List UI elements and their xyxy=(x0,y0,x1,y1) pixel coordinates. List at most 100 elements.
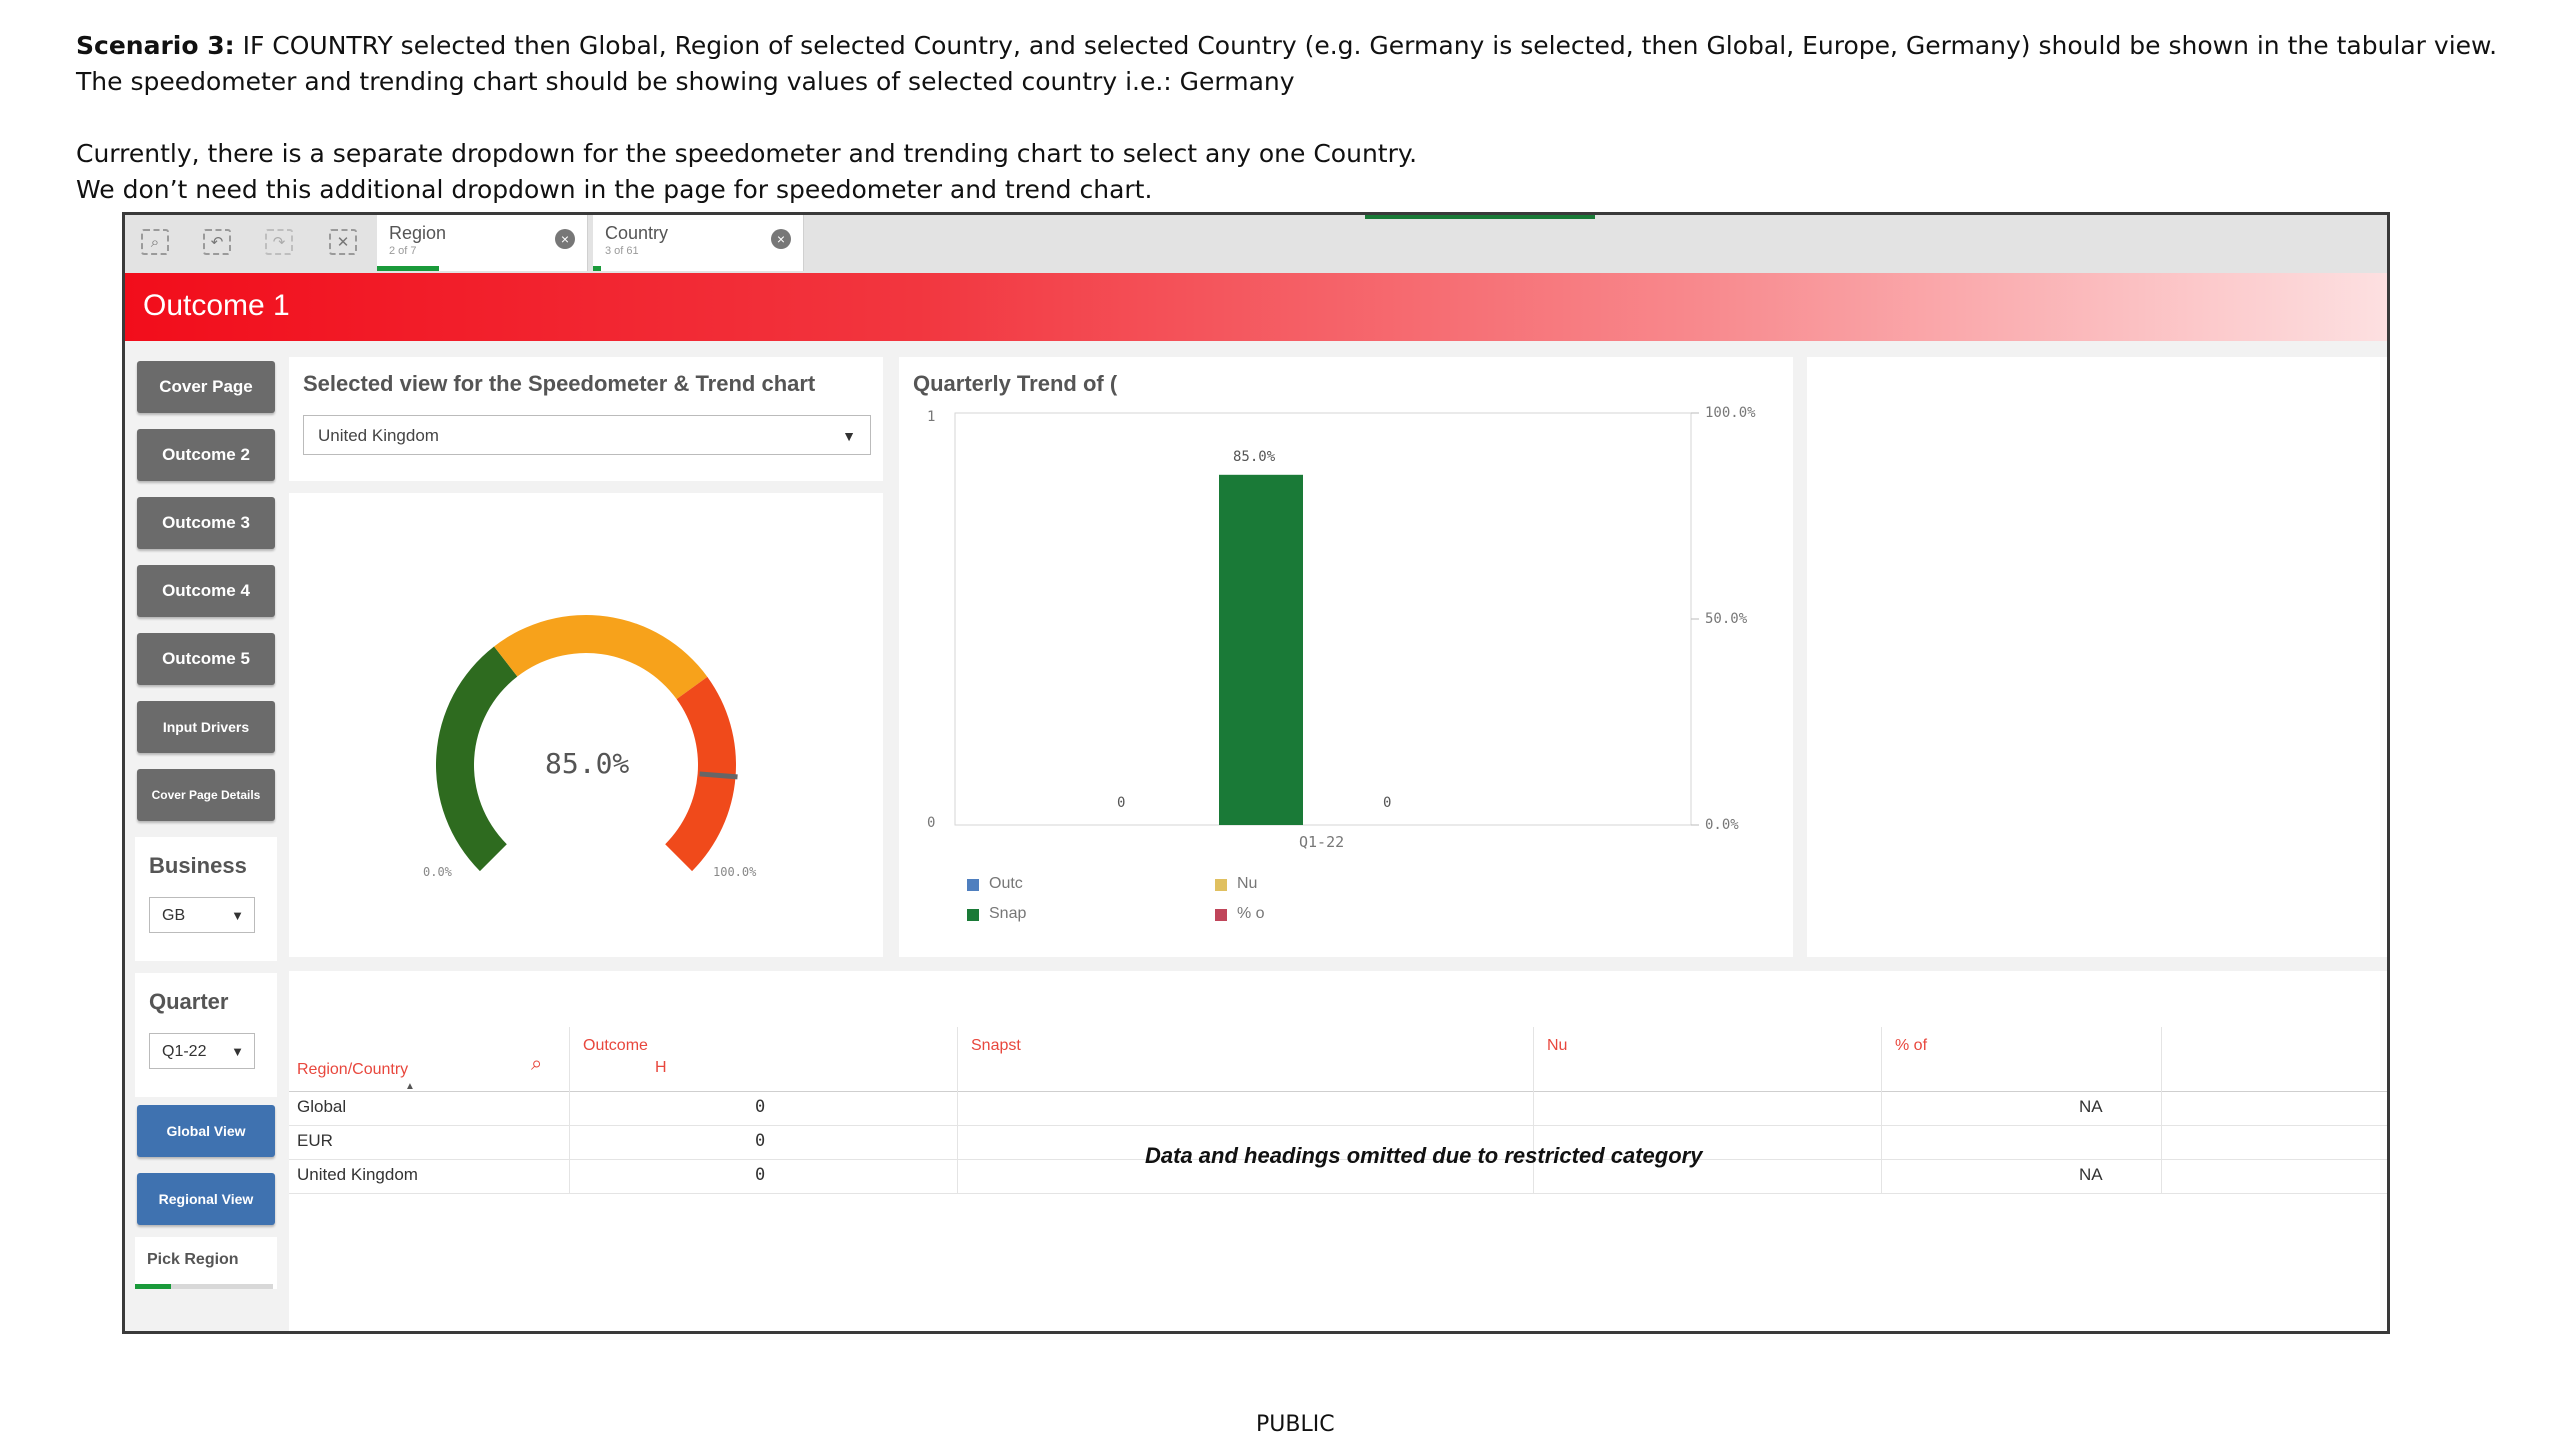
right-axis-tick-label: 100.0% xyxy=(1705,405,1756,421)
sheet-header: Outcome 1 xyxy=(125,273,2387,341)
column-header-outcome[interactable]: Outcome xyxy=(583,1037,648,1054)
column-divider xyxy=(957,1027,958,1193)
column-header-snapshot[interactable]: Snapst xyxy=(971,1037,1021,1054)
legend-label: % o xyxy=(1237,905,1265,922)
business-value: GB xyxy=(162,907,186,924)
selection-chip-country[interactable]: Country 3 of 61 × xyxy=(593,215,804,271)
nav-cover-page-details-button[interactable]: Cover Page Details xyxy=(137,769,275,821)
row-na: NA xyxy=(2079,1097,2103,1116)
column-divider xyxy=(1533,1027,1534,1193)
regional-view-button[interactable]: Regional View xyxy=(137,1173,275,1225)
gauge-value-label: 85.0% xyxy=(545,747,630,780)
legend-swatch xyxy=(967,909,979,921)
right-axis-tick-label: 0.0% xyxy=(1705,817,1739,833)
business-label: Business xyxy=(149,853,247,878)
nav-outcome-5-button[interactable]: Outcome 5 xyxy=(137,633,275,685)
column-divider xyxy=(2161,1027,2162,1193)
search-icon[interactable]: ⌕ xyxy=(531,1053,543,1075)
row-divider xyxy=(289,1125,2387,1126)
speedo-selector-panel: Selected view for the Speedometer & Tren… xyxy=(289,357,883,481)
left-axis-bottom-label: 0 xyxy=(927,815,936,831)
data-table: Region/Country ⌕ ▲ Outcome H Snapst Nu %… xyxy=(289,971,2387,1331)
column-header-outcome-sub: H xyxy=(655,1059,667,1076)
clear-selections-icon[interactable]: ✕ xyxy=(329,229,357,255)
column-divider xyxy=(1881,1027,1882,1193)
selection-chip-count: 2 of 7 xyxy=(389,245,417,257)
legend-swatch xyxy=(967,879,979,891)
x-axis-category-label: Q1-22 xyxy=(1299,833,1345,851)
nav-outcome-3-button[interactable]: Outcome 3 xyxy=(137,497,275,549)
quarter-dropdown[interactable]: Q1-22 ▼ xyxy=(149,1033,255,1069)
country-dropdown-value: United Kingdom xyxy=(318,426,439,445)
selection-bar xyxy=(377,266,439,271)
pick-region-label: Pick Region xyxy=(147,1251,239,1268)
global-view-button[interactable]: Global View xyxy=(137,1105,275,1157)
nav-input-drivers-button[interactable]: Input Drivers xyxy=(137,701,275,753)
row-value: 0 xyxy=(755,1097,766,1117)
header-divider xyxy=(289,1091,2387,1092)
chart-plot-border xyxy=(954,412,1692,826)
selection-chip-label: Region xyxy=(389,223,447,243)
app-screenshot: ⌕ ↶ ↷ ✕ Region 2 of 7 × Country 3 of 61 … xyxy=(122,212,2390,1334)
data-label-nu: 0 xyxy=(1383,795,1392,811)
chart-title: Quarterly Trend of ( xyxy=(913,371,1118,396)
selection-chip-label: Country xyxy=(605,223,669,243)
chevron-down-icon: ▼ xyxy=(842,428,856,444)
gauge-max-label: 100.0% xyxy=(713,865,757,879)
chevron-down-icon: ▼ xyxy=(231,1044,244,1059)
row-na: NA xyxy=(2079,1165,2103,1184)
scenario-line-4: We don’t need this additional dropdown i… xyxy=(76,175,1153,204)
pick-region-bar xyxy=(135,1284,171,1289)
row-region: United Kingdom xyxy=(297,1165,418,1184)
column-header-region[interactable]: Region/Country xyxy=(297,1061,409,1078)
business-dropdown[interactable]: GB ▼ xyxy=(149,897,255,933)
gauge-segment-low xyxy=(436,646,518,872)
bar-snapshot[interactable] xyxy=(1219,474,1303,825)
legend-label: Nu xyxy=(1237,875,1258,892)
classification-label: PUBLIC xyxy=(1256,1412,1335,1437)
quarter-filter: Quarter Q1-22 ▼ xyxy=(135,973,277,1097)
legend-label: Snap xyxy=(989,905,1027,922)
data-label-snapshot: 85.0% xyxy=(1233,448,1276,465)
row-divider xyxy=(289,1159,2387,1160)
close-icon[interactable]: × xyxy=(555,229,575,249)
step-back-icon[interactable]: ↶ xyxy=(203,229,231,255)
country-dropdown[interactable]: United Kingdom ▼ xyxy=(303,415,871,455)
legend-label: Outc xyxy=(989,875,1023,892)
selection-toolbar: ⌕ ↶ ↷ ✕ Region 2 of 7 × Country 3 of 61 … xyxy=(125,215,2387,274)
row-value: 0 xyxy=(755,1131,766,1151)
row-value: 0 xyxy=(755,1165,766,1185)
column-header-nu[interactable]: Nu xyxy=(1547,1037,1568,1054)
row-divider xyxy=(289,1193,2387,1194)
chevron-down-icon: ▼ xyxy=(231,908,244,923)
pick-region-button[interactable]: Pick Region xyxy=(135,1237,277,1289)
data-label-outc: 0 xyxy=(1117,795,1126,811)
pick-region-track xyxy=(135,1284,273,1289)
selection-indicator xyxy=(1365,215,1595,219)
selection-chip-count: 3 of 61 xyxy=(605,245,639,257)
column-divider xyxy=(569,1027,570,1193)
row-region: EUR xyxy=(297,1131,333,1150)
step-forward-icon[interactable]: ↷ xyxy=(265,229,293,255)
gauge-segment-mid xyxy=(494,615,708,700)
legend-swatch xyxy=(1215,909,1227,921)
column-header-pct[interactable]: % of xyxy=(1895,1037,1928,1054)
business-filter: Business GB ▼ xyxy=(135,837,277,961)
speedometer-gauge xyxy=(436,615,738,872)
close-icon[interactable]: × xyxy=(771,229,791,249)
smart-search-icon[interactable]: ⌕ xyxy=(141,229,169,255)
restricted-notice: Data and headings omitted due to restric… xyxy=(1145,1143,1703,1168)
speedometer-panel: 85.0% 0.0% 100.0% xyxy=(289,493,883,957)
nav-outcome-4-button[interactable]: Outcome 4 xyxy=(137,565,275,617)
trend-chart xyxy=(954,412,1699,826)
scenario-line-2: The speedometer and trending chart shoul… xyxy=(76,67,1295,96)
speedo-selector-title: Selected view for the Speedometer & Tren… xyxy=(303,371,816,396)
scenario-line-1: Scenario 3: IF COUNTRY selected then Glo… xyxy=(76,31,2498,60)
nav-cover-page-button[interactable]: Cover Page xyxy=(137,361,275,413)
selection-chip-region[interactable]: Region 2 of 7 × xyxy=(377,215,588,271)
legend-swatch xyxy=(1215,879,1227,891)
gauge-needle xyxy=(699,771,738,780)
nav-outcome-2-button[interactable]: Outcome 2 xyxy=(137,429,275,481)
scenario-line-3: Currently, there is a separate dropdown … xyxy=(76,139,1418,168)
gauge-min-label: 0.0% xyxy=(423,865,452,879)
